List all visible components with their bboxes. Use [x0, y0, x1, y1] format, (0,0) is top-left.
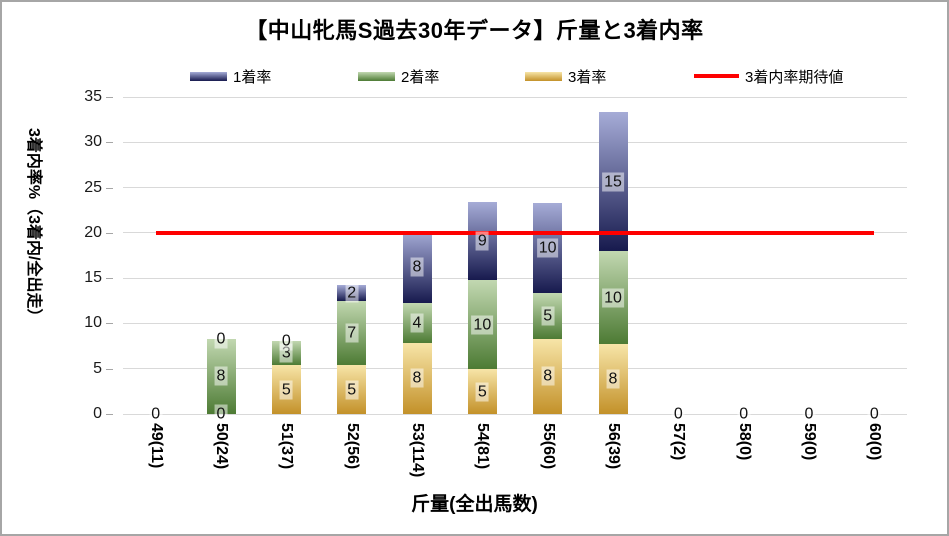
legend-color-swatch: [358, 71, 395, 81]
y-axis-tick: [106, 278, 113, 280]
legend-label: 3着率: [568, 68, 607, 86]
legend-label: 3着内率期待値: [745, 68, 844, 86]
y-axis-tick: [106, 97, 113, 98]
x-axis-category-label: 54(81): [474, 423, 492, 470]
y-axis-tick-label: 10: [84, 314, 102, 332]
data-label: 8: [410, 368, 424, 388]
y-axis-tick-label: 0: [93, 405, 102, 422]
data-label: 15: [602, 172, 624, 192]
legend-label: 2着率: [401, 68, 440, 86]
x-axis-category-label: 59(0): [801, 423, 818, 461]
x-axis-category-label: 53(114): [409, 423, 426, 478]
gridline: [123, 277, 907, 279]
legend-item-3: 3着率: [525, 66, 606, 86]
gridline: [123, 413, 907, 415]
data-label: 9: [475, 231, 489, 251]
data-label: 5: [279, 380, 293, 399]
y-axis-tick-label: 35: [84, 88, 102, 105]
y-axis-tick: [106, 414, 113, 415]
chart-title: 【中山牝馬S過去30年データ】斤量と3着内率: [245, 18, 704, 43]
data-label: 10: [602, 288, 624, 308]
data-label: 0: [737, 404, 751, 424]
data-label: 0: [671, 404, 685, 424]
gridline: [123, 187, 907, 189]
y-axis-tick-label: 20: [84, 223, 102, 241]
data-label: 0: [279, 331, 293, 351]
data-label: 7: [345, 323, 359, 343]
x-axis-title: 斤量(全出馬数): [411, 494, 538, 515]
x-axis-category-label: 55(60): [539, 423, 557, 470]
legend-line-swatch: [694, 74, 739, 78]
gridline: [123, 322, 907, 324]
legend-item-2: 2着率: [358, 66, 439, 86]
legend: 1着率 2着率 3着率 3着内率期待値: [0, 66, 949, 88]
x-axis-category-label: 57(2): [670, 423, 688, 461]
data-label: 8: [410, 257, 424, 277]
data-label: 8: [541, 366, 555, 386]
data-label: 0: [214, 329, 228, 349]
y-axis-tick: [106, 368, 113, 370]
data-label: 10: [471, 315, 494, 334]
legend-item-1: 1着率: [190, 66, 271, 86]
y-axis-title: 3着内率%（3着内/全出走）: [25, 128, 42, 325]
data-label: 8: [606, 369, 620, 389]
data-label: 2: [345, 283, 359, 303]
gridline: [123, 96, 907, 98]
data-label: 0: [802, 404, 816, 424]
x-axis-category-label: 52(56): [343, 423, 361, 470]
legend-color-swatch: [190, 71, 227, 81]
expected-rate-line: [155, 230, 875, 235]
y-axis-tick: [106, 232, 113, 234]
x-axis-category-label: 50(24): [213, 423, 230, 470]
x-axis-category-label: 56(39): [605, 423, 622, 470]
x-axis-category-label: 60(0): [866, 423, 884, 461]
gridline: [123, 141, 907, 143]
legend-item-4: 3着内率期待値: [694, 66, 843, 86]
y-axis-tick-label: 5: [93, 359, 102, 377]
y-axis-tick-label: 30: [84, 133, 102, 151]
data-label: 0: [214, 404, 228, 424]
legend-label: 1着率: [233, 68, 272, 86]
x-axis-category-label: 58(0): [735, 423, 753, 461]
y-axis-tick: [106, 187, 113, 189]
data-label: 0: [149, 404, 163, 424]
y-axis-tick: [106, 323, 113, 325]
data-label: 5: [541, 306, 555, 326]
y-axis-tick-label: 15: [84, 269, 102, 287]
data-label: 10: [536, 238, 559, 258]
x-axis-category-label: 49(11): [147, 423, 165, 469]
gridline: [123, 368, 907, 370]
legend-color-swatch: [525, 71, 562, 81]
y-axis-tick: [106, 142, 113, 144]
data-label: 8: [214, 366, 228, 386]
data-label: 0: [867, 404, 881, 424]
data-label: 5: [475, 382, 489, 402]
x-axis-category-label: 51(37): [278, 423, 296, 470]
y-axis-tick-label: 25: [84, 178, 102, 196]
data-label: 5: [345, 380, 359, 400]
data-label: 4: [410, 313, 424, 333]
